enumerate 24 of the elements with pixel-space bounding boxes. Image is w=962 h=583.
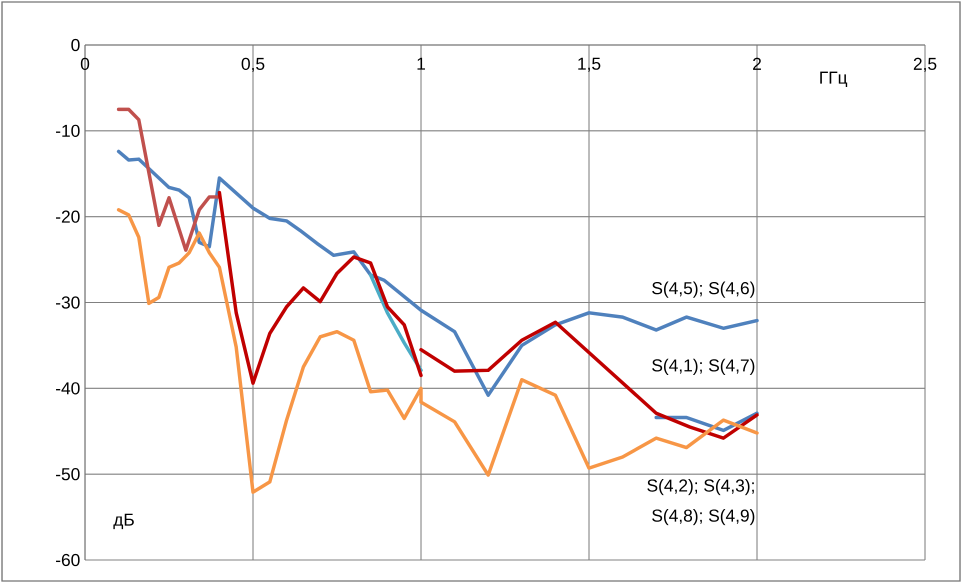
x-tick-label: 1 <box>418 58 425 70</box>
annotation: S(4,5); S(4,6) <box>652 282 754 298</box>
annotation: S(4,1); S(4,7) <box>652 358 754 375</box>
line-series <box>419 320 759 440</box>
x-tick-label: 1,5 <box>578 58 600 72</box>
y-tick-label: -40 <box>56 382 80 394</box>
y-tick-label: -20 <box>56 210 80 223</box>
y-axis-title: дБ <box>113 514 134 530</box>
x-tick-label: 0,5 <box>242 58 264 72</box>
y-tick-label: 0 <box>71 38 80 52</box>
line-series <box>116 108 222 252</box>
x-tick-label: 2 <box>753 58 761 70</box>
annotation: S(4,2); S(4,3); <box>647 478 754 496</box>
line-series <box>116 150 759 397</box>
y-tick-label: -30 <box>56 296 80 309</box>
annotation: S(4,8); S(4,9) <box>652 509 754 526</box>
line-series <box>218 190 423 385</box>
x-axis-title: ГГц <box>820 72 848 88</box>
y-tick-label: -10 <box>56 124 80 137</box>
line-series <box>116 208 759 494</box>
y-tick-label: -50 <box>56 468 80 480</box>
x-tick-label: 0 <box>80 58 90 70</box>
x-tick-label: 2,5 <box>914 58 936 72</box>
y-tick-label: -60 <box>56 554 80 566</box>
